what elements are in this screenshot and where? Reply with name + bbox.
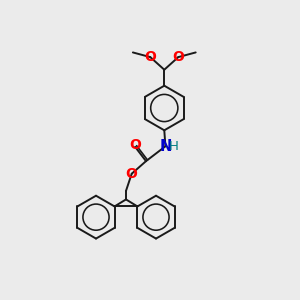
Text: O: O <box>144 50 156 64</box>
Text: H: H <box>169 140 179 153</box>
Text: O: O <box>172 50 184 64</box>
Text: O: O <box>129 138 141 152</box>
Text: O: O <box>125 167 137 181</box>
Text: N: N <box>159 139 172 154</box>
